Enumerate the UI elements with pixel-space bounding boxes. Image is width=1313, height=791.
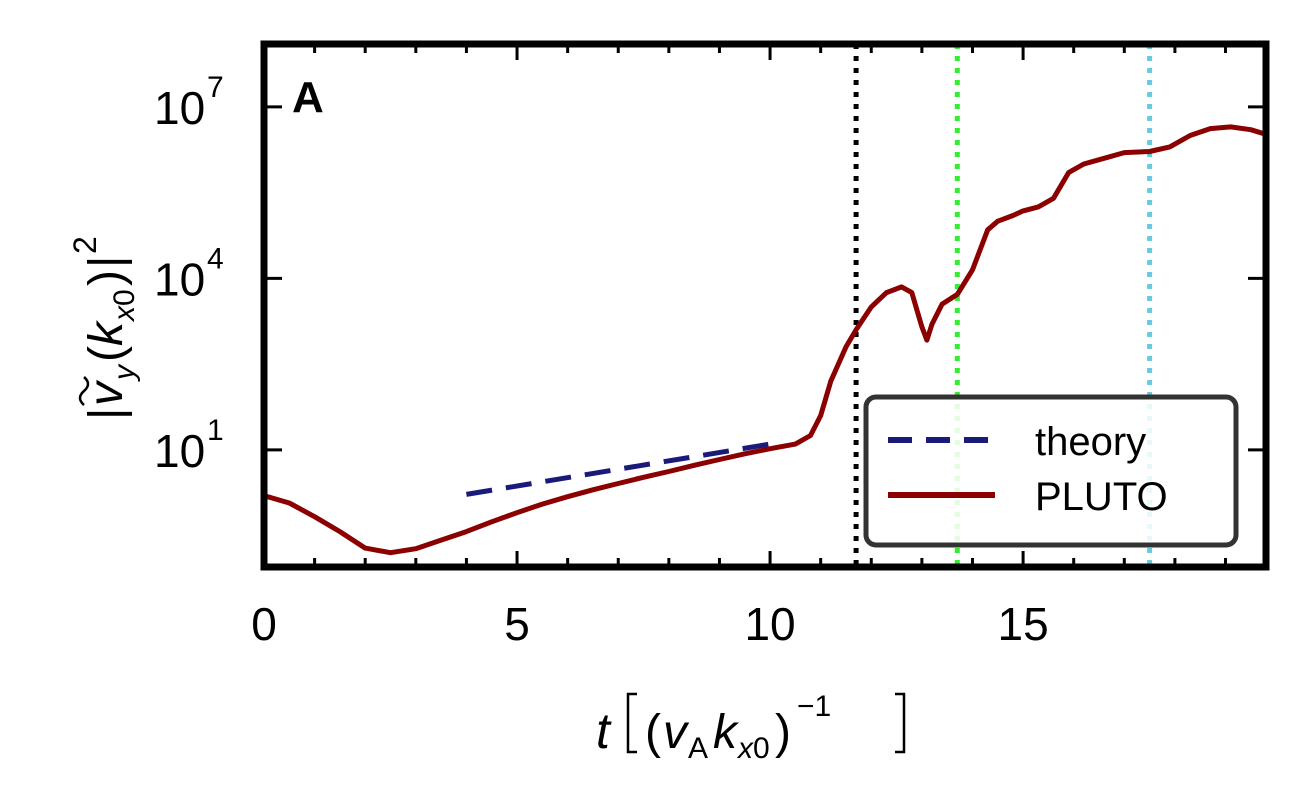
x-tick-label: 5 (504, 598, 530, 650)
svg-text:0: 0 (753, 732, 770, 765)
svg-text:k: k (80, 319, 133, 346)
x-tick-label: 0 (251, 598, 277, 650)
legend-label-theory: theory (1035, 420, 1146, 464)
svg-text:v: v (663, 706, 690, 759)
svg-text:A: A (688, 732, 708, 765)
y-tick-label-base: 10 (154, 82, 205, 134)
svg-text:0: 0 (108, 289, 141, 306)
x-tick-labels: 0 5 10 15 (251, 598, 1048, 650)
x-tick-label: 10 (744, 598, 795, 650)
y-tick-label: 10 4 (154, 242, 224, 305)
y-tick-label: 10 1 (154, 414, 224, 477)
svg-text:(: ( (80, 346, 133, 362)
plot-frame (260, 40, 1270, 571)
svg-text:t: t (596, 703, 612, 759)
svg-text:y: y (108, 363, 141, 382)
legend-box (863, 394, 1239, 548)
legend-label-pluto: PLUTO (1035, 475, 1168, 519)
panel-label: A (292, 73, 324, 122)
y-tick-label-base: 10 (154, 425, 205, 477)
series-line-pluto (264, 124, 1266, 556)
svg-text:x: x (736, 732, 754, 765)
y-tick-label-exponent: 1 (207, 414, 224, 447)
svg-text:−1: −1 (797, 690, 831, 723)
svg-text:(: ( (645, 706, 661, 759)
svg-text:x: x (108, 305, 141, 323)
svg-text:): ) (80, 270, 133, 286)
x-tick-label: 15 (998, 598, 1049, 650)
svg-text:|: | (80, 408, 133, 420)
svg-text:2: 2 (67, 236, 103, 254)
svg-text:|: | (80, 256, 133, 268)
svg-text:k: k (713, 706, 740, 759)
series-line-theory (465, 441, 771, 497)
x-axis-label: t ( v A k x 0 ) −1 (596, 690, 906, 765)
series-layer (264, 124, 1266, 556)
y-axis-label: | v y ( k x 0 ) | 2 (67, 236, 141, 420)
svg-text:): ) (775, 706, 791, 759)
y-tick-label-base: 10 (154, 253, 205, 305)
y-tick-label-exponent: 7 (207, 71, 224, 104)
y-tick-label: 10 7 (154, 71, 224, 134)
y-tick-label-exponent: 4 (207, 242, 224, 275)
legend: theory PLUTO (863, 394, 1239, 548)
